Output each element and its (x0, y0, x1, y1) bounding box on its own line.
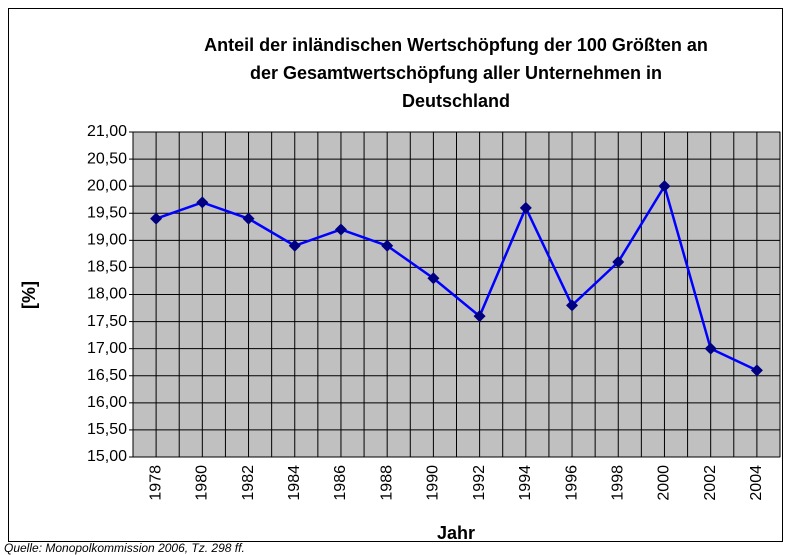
x-tick-label: 2000 (656, 465, 673, 501)
marker (750, 364, 763, 377)
y-tick-label: 17,00 (87, 340, 127, 357)
marker (196, 196, 209, 209)
x-tick-label: 1982 (240, 465, 257, 501)
x-tick-label: 1996 (563, 465, 580, 501)
y-tick-label: 17,50 (87, 313, 127, 330)
x-tick-label: 1990 (425, 465, 442, 501)
y-tick-label: 19,50 (87, 204, 127, 221)
y-tick-label: 15,00 (87, 448, 127, 465)
x-tick-label: 2004 (748, 465, 765, 501)
y-tick-label: 21,00 (87, 123, 127, 140)
x-tick-label: 1986 (332, 465, 349, 501)
marker (519, 201, 532, 214)
y-tick-label: 19,00 (87, 232, 127, 249)
x-axis-title: Jahr (437, 523, 475, 543)
marker (612, 256, 625, 268)
x-tick-label: 2002 (702, 465, 719, 501)
chart-title: Anteil der inländischen Wertschöpfung de… (204, 35, 708, 55)
y-tick-label: 15,50 (87, 421, 127, 438)
marker (704, 342, 717, 355)
x-tick-label: 1984 (286, 465, 303, 501)
x-tick-label: 1992 (471, 465, 488, 501)
marker (150, 212, 163, 225)
marker (566, 299, 579, 312)
marker (473, 310, 486, 323)
marker (334, 223, 347, 236)
y-axis-title: [%] (19, 281, 39, 309)
y-tick-label: 16,50 (87, 367, 127, 384)
y-tick-label: 20,50 (87, 150, 127, 167)
y-tick-label: 18,00 (87, 286, 127, 303)
y-tick-label: 18,50 (87, 259, 127, 276)
marker (288, 239, 301, 252)
chart-title: der Gesamtwertschöpfung aller Unternehme… (250, 63, 662, 83)
chart-title: Deutschland (402, 91, 510, 111)
marker (242, 212, 255, 225)
marker (658, 180, 671, 193)
source-note: Quelle: Monopolkommission 2006, Tz. 298 … (4, 541, 245, 555)
marker (381, 239, 394, 252)
line (155, 183, 758, 372)
x-tick-label: 1978 (147, 465, 164, 501)
x-tick-label: 1994 (517, 465, 534, 501)
x-tick-label: 1998 (609, 465, 626, 501)
x-tick-label: 1980 (194, 465, 211, 501)
x-tick-label: 1988 (378, 465, 395, 501)
y-tick-label: 16,00 (87, 394, 127, 411)
marker (427, 272, 440, 285)
y-tick-label: 20,00 (87, 177, 127, 194)
